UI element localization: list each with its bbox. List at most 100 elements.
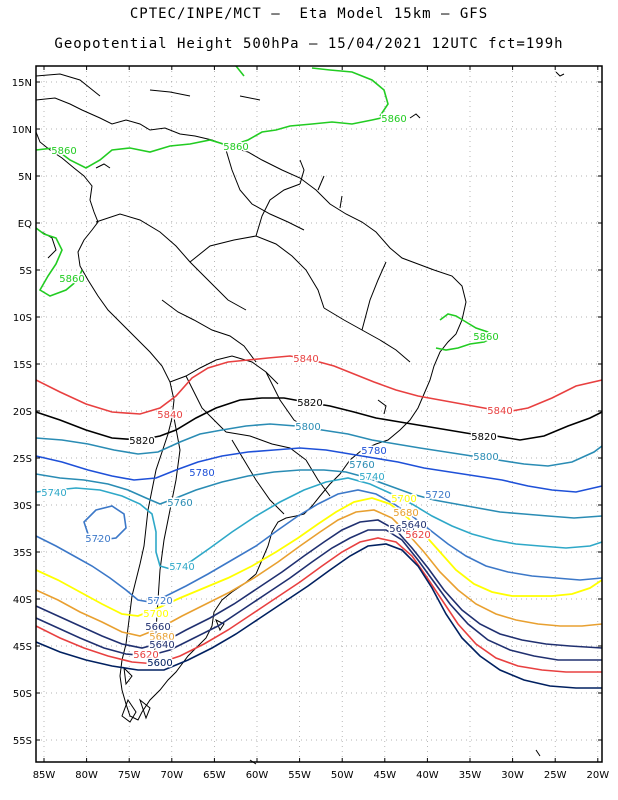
lon-tick-label: 80W [75, 770, 98, 781]
contour-label-halo: 5860 [59, 274, 84, 285]
contour-label-5760: 5760 [349, 460, 374, 471]
contour-5740 [35, 477, 603, 571]
contour-label-5820: 5820 [129, 436, 154, 447]
contour-5800 [35, 423, 603, 467]
contour-label-5760: 5760 [167, 498, 192, 509]
contour-label-halo: 5660 [389, 524, 414, 535]
contour-label-5680: 5680 [393, 508, 418, 519]
contour-label-halo: 5720 [425, 490, 450, 501]
contour-label-5860: 5860 [51, 146, 76, 157]
contour-label-5720: 5720 [85, 534, 110, 545]
lat-tick-label: 55S [13, 736, 32, 747]
lon-tick-label: 55W [288, 770, 311, 781]
contour-label-5800: 5800 [295, 422, 320, 433]
contour-label-5640: 5640 [401, 520, 426, 531]
contour-label-5740: 5740 [359, 472, 384, 483]
contour-5640 [35, 529, 602, 661]
map-frame [35, 65, 603, 763]
contour-label-5700: 5700 [143, 609, 168, 620]
contour-5860 [35, 65, 498, 351]
contour-5680 [35, 509, 603, 637]
lon-tick-label: 50W [331, 770, 354, 781]
contour-label-halo: 5800 [295, 422, 320, 433]
contour-label-5620: 5620 [405, 530, 430, 541]
lat-tick-label: 15S [13, 360, 32, 371]
contour-label-halo: 5700 [143, 609, 168, 620]
contour-label-halo: 5720 [85, 534, 110, 545]
contour-label-halo: 5620 [133, 650, 158, 661]
lon-tick-label: 45W [373, 770, 396, 781]
contour-label-halo: 5760 [167, 498, 192, 509]
lat-tick-label: 40S [13, 595, 32, 606]
contour-label-halo: 5780 [189, 468, 214, 479]
lat-tick-label: 10S [13, 313, 32, 324]
contour-5720 [35, 489, 603, 603]
lon-tick-label: 70W [160, 770, 183, 781]
contour-label-5860: 5860 [59, 274, 84, 285]
contour-label-halo: 5720 [147, 596, 172, 607]
contour-5840 [35, 355, 603, 415]
lon-tick-label: 65W [203, 770, 226, 781]
contour-label-halo: 5860 [223, 142, 248, 153]
contour-5700 [35, 497, 603, 617]
contour-label-halo: 5640 [401, 520, 426, 531]
contour-label-5680: 5680 [149, 632, 174, 643]
contour-label-5740: 5740 [41, 488, 66, 499]
lat-tick-label: 5N [18, 172, 32, 183]
lat-tick-label: 30S [13, 501, 32, 512]
lon-tick-label: 20W [586, 770, 609, 781]
contour-label-halo: 5780 [361, 446, 386, 457]
contour-label-5820: 5820 [471, 432, 496, 443]
lat-tick-label: 5S [19, 266, 32, 277]
lat-tick-label: 50S [13, 689, 32, 700]
contour-label-5860: 5860 [473, 332, 498, 343]
contour-label-5860: 5860 [381, 114, 406, 125]
lon-tick-label: 60W [246, 770, 269, 781]
contour-label-halo: 5860 [473, 332, 498, 343]
lon-tick-label: 30W [501, 770, 524, 781]
contour-label-5740: 5740 [169, 562, 194, 573]
contour-label-5660: 5660 [389, 524, 414, 535]
contour-label-halo: 5620 [405, 530, 430, 541]
contour-label-halo: 5680 [393, 508, 418, 519]
contour-label-halo: 5740 [41, 488, 66, 499]
contour-label-halo: 5600 [147, 658, 172, 669]
lon-tick-label: 25W [544, 770, 567, 781]
contour-label-5600: 5600 [147, 658, 172, 669]
contour-label-5780: 5780 [189, 468, 214, 479]
contour-label-halo: 5860 [381, 114, 406, 125]
contour-5820 [35, 397, 603, 441]
lat-tick-label: 35S [13, 548, 32, 559]
contour-5780 [35, 447, 603, 493]
contour-label-5700: 5700 [391, 494, 416, 505]
coastlines [35, 71, 565, 765]
lon-tick-label: 35W [459, 770, 482, 781]
contour-label-halo: 5680 [149, 632, 174, 643]
lat-tick-label: 10N [12, 125, 32, 136]
contour-label-halo: 5840 [293, 354, 318, 365]
lat-tick-label: 20S [13, 407, 32, 418]
contour-label-5860: 5860 [223, 142, 248, 153]
contour-5760 [35, 469, 603, 519]
contour-label-5720: 5720 [147, 596, 172, 607]
map-title-line-2: Geopotential Height 500hPa – 15/04/2021 … [54, 36, 564, 52]
lat-tick-label: 45S [13, 642, 32, 653]
contour-5620 [35, 537, 602, 673]
longitude-axis: 85W 80W 75W 70W 65W 60W 55W 50W 45W 40W 35W 30W 25W 2… [33, 66, 609, 781]
contour-label-5820: 5820 [297, 398, 322, 409]
contour-label-5840: 5840 [293, 354, 318, 365]
contour-label-halo: 5660 [145, 622, 170, 633]
latitude-axis: 15N 10N 5N EQ 5S 10S 15S 20S 25S 30S 35S 40S 45S 50S 5… [12, 78, 602, 747]
lat-tick-label: EQ [18, 219, 32, 230]
contour-label-halo: 5740 [169, 562, 194, 573]
lat-lon-grid [36, 66, 602, 762]
contour-label-halo: 5700 [391, 494, 416, 505]
lat-tick-label: 25S [13, 454, 32, 465]
contour-label-halo: 5740 [359, 472, 384, 483]
contour-label-halo: 5820 [297, 398, 322, 409]
contour-5660 [35, 519, 603, 649]
contour-label-halo: 5840 [487, 406, 512, 417]
contour-label-halo: 5820 [129, 436, 154, 447]
